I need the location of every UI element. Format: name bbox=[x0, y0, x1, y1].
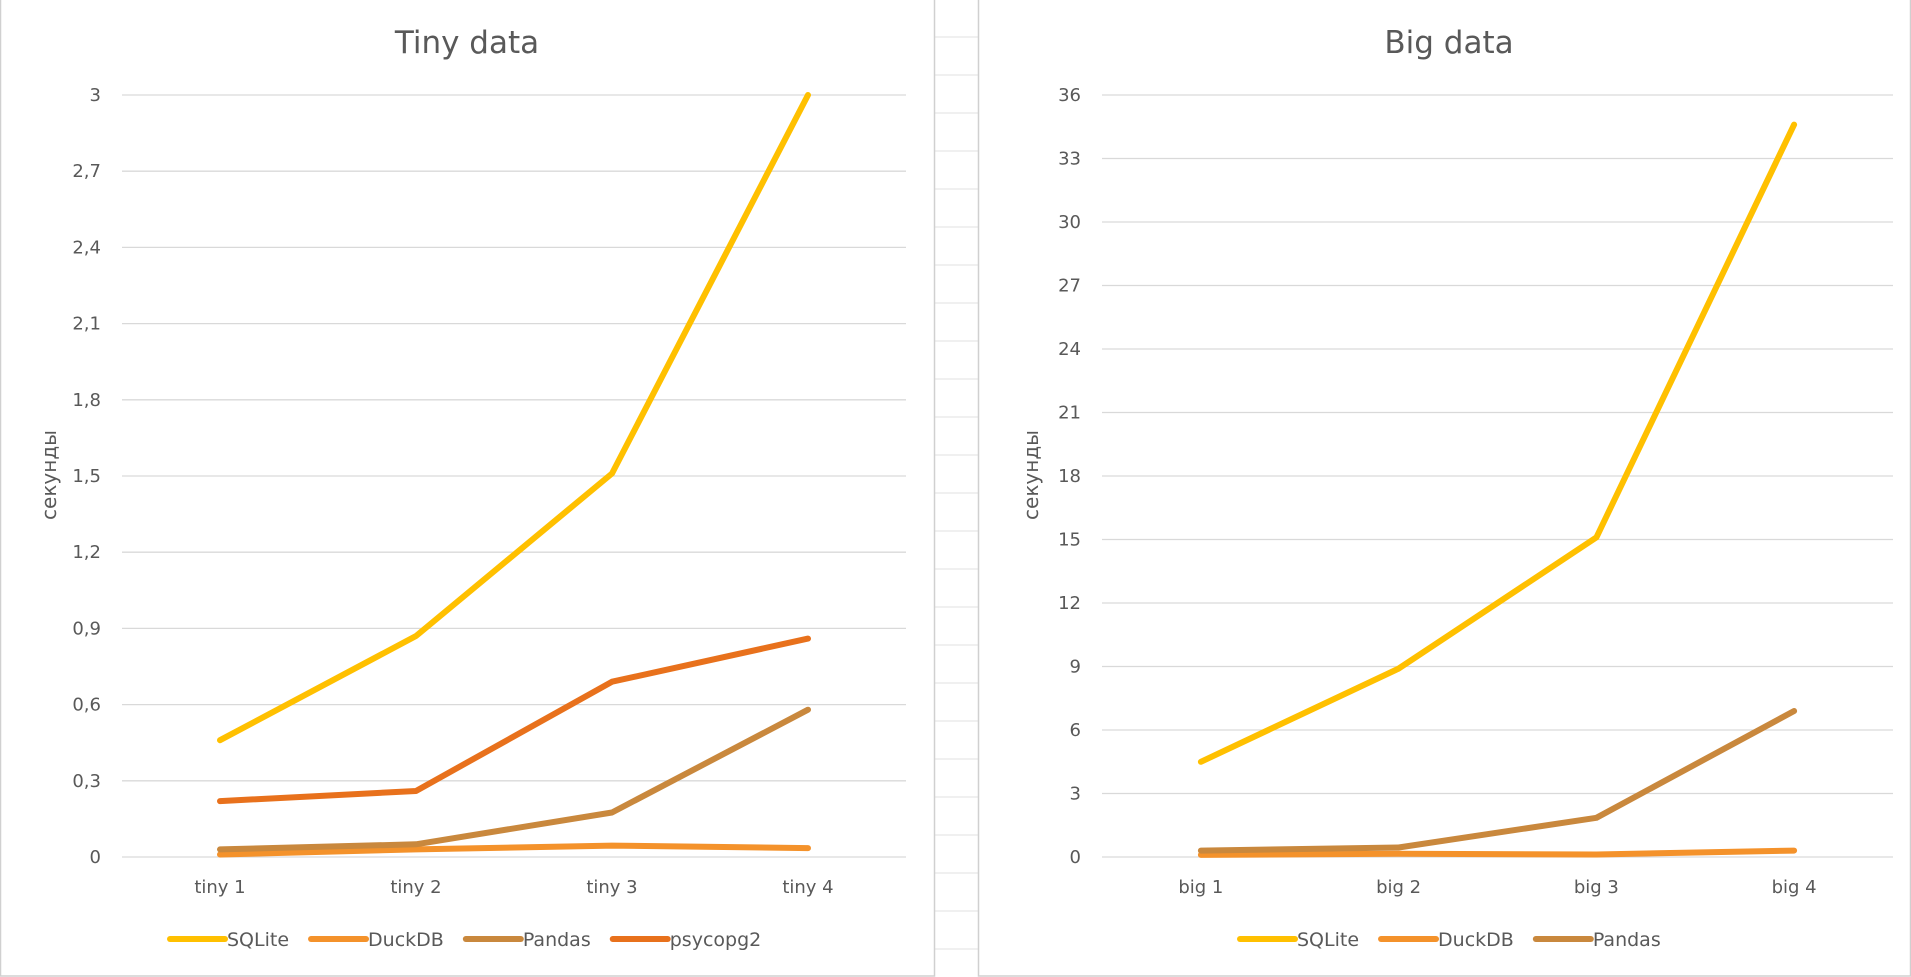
y-tick-label: 15 bbox=[1058, 530, 1081, 551]
y-tick-label: 27 bbox=[1058, 276, 1081, 297]
chart-title: Big data bbox=[1384, 25, 1513, 61]
y-tick-label: 6 bbox=[1070, 720, 1081, 741]
series-lines bbox=[217, 92, 811, 858]
y-tick-label: 12 bbox=[1058, 593, 1081, 614]
y-tick-label: 0 bbox=[1070, 847, 1081, 868]
legend-item-duckdb[interactable]: DuckDB bbox=[308, 929, 444, 951]
y-tick-label: 2,4 bbox=[72, 237, 101, 258]
chart-title: Tiny data bbox=[394, 25, 539, 61]
y-tick-label: 2,7 bbox=[72, 161, 101, 182]
x-tick-labels: big 1 big 2 big 3 big 4 bbox=[1178, 877, 1816, 898]
series-lines bbox=[1197, 121, 1798, 858]
y-tick-label: 0,9 bbox=[72, 618, 101, 639]
x-tick-label: tiny 1 bbox=[194, 877, 245, 898]
y-tick-label: 1,5 bbox=[72, 466, 101, 487]
x-tick-labels: tiny 1 tiny 2 tiny 3 tiny 4 bbox=[194, 877, 833, 898]
y-tick-label: 3 bbox=[1070, 784, 1081, 805]
chart-tiny-data[interactable]: 00,30,60,91,21,51,82,12,42,73 tiny 1 tiny… bbox=[37, 25, 906, 951]
x-tick-label: big 3 bbox=[1574, 877, 1619, 898]
legend-label: DuckDB bbox=[368, 929, 444, 951]
legend-item-duckdb[interactable]: DuckDB bbox=[1378, 929, 1514, 951]
y-tick-label: 18 bbox=[1058, 466, 1081, 487]
legend-label: Pandas bbox=[523, 929, 591, 951]
y-tick-label: 33 bbox=[1058, 149, 1081, 170]
legend-item-psycopg2[interactable]: psycopg2 bbox=[609, 929, 761, 951]
y-tick-label: 2,1 bbox=[72, 314, 101, 335]
y-tick-label: 0,6 bbox=[72, 695, 101, 716]
gridlines bbox=[122, 94, 906, 858]
y-tick-label: 3 bbox=[90, 85, 101, 106]
y-tick-labels: 0 0,3 0,6 0,9 1,2 1,5 1,8 2,1 2,4 2,7 3 bbox=[72, 85, 101, 868]
y-tick-label: 1,8 bbox=[72, 390, 101, 411]
y-tick-label: 1,2 bbox=[72, 542, 101, 563]
legend: SQLite DuckDB Pandas bbox=[1237, 929, 1661, 951]
y-tick-label: 9 bbox=[1070, 657, 1081, 678]
x-tick-label: tiny 4 bbox=[782, 877, 833, 898]
series-line-duckdb[interactable] bbox=[1197, 847, 1798, 858]
x-tick-label: big 2 bbox=[1376, 877, 1421, 898]
legend-label: Pandas bbox=[1593, 929, 1661, 951]
legend: SQLite DuckDB Pandas psycopg2 bbox=[167, 929, 761, 951]
series-line-pandas[interactable] bbox=[217, 706, 811, 853]
y-tick-label: 36 bbox=[1058, 85, 1081, 106]
y-tick-label: 24 bbox=[1058, 339, 1081, 360]
legend-item-pandas[interactable]: Pandas bbox=[462, 929, 591, 951]
legend-item-pandas[interactable]: Pandas bbox=[1532, 929, 1661, 951]
series-line-sqlite[interactable] bbox=[217, 92, 811, 744]
y-tick-label: 21 bbox=[1058, 403, 1081, 424]
chart-panel-left[interactable] bbox=[0, 0, 936, 977]
legend-label: SQLite bbox=[1297, 929, 1359, 951]
x-tick-label: big 4 bbox=[1772, 877, 1817, 898]
x-tick-label: tiny 2 bbox=[390, 877, 441, 898]
legend-label: psycopg2 bbox=[670, 929, 761, 951]
y-tick-label: 0,3 bbox=[72, 771, 101, 792]
y-axis-title: секунды bbox=[1019, 430, 1043, 520]
series-line-pandas[interactable] bbox=[1197, 708, 1798, 854]
y-axis-title: секунды bbox=[37, 430, 61, 520]
spreadsheet-gap bbox=[935, 0, 978, 977]
y-tick-label: 0 bbox=[90, 847, 101, 868]
gap-fill bbox=[935, 0, 978, 977]
x-tick-label: tiny 3 bbox=[586, 877, 637, 898]
x-tick-label: big 1 bbox=[1178, 877, 1223, 898]
series-line-sqlite[interactable] bbox=[1197, 121, 1798, 765]
series-line-psycopg2[interactable] bbox=[217, 635, 811, 805]
legend-item-sqlite[interactable]: SQLite bbox=[167, 929, 289, 951]
series-line-duckdb[interactable] bbox=[217, 842, 811, 858]
legend-item-sqlite[interactable]: SQLite bbox=[1237, 929, 1359, 951]
legend-label: SQLite bbox=[227, 929, 289, 951]
legend-label: DuckDB bbox=[1438, 929, 1514, 951]
y-tick-label: 30 bbox=[1058, 212, 1081, 233]
